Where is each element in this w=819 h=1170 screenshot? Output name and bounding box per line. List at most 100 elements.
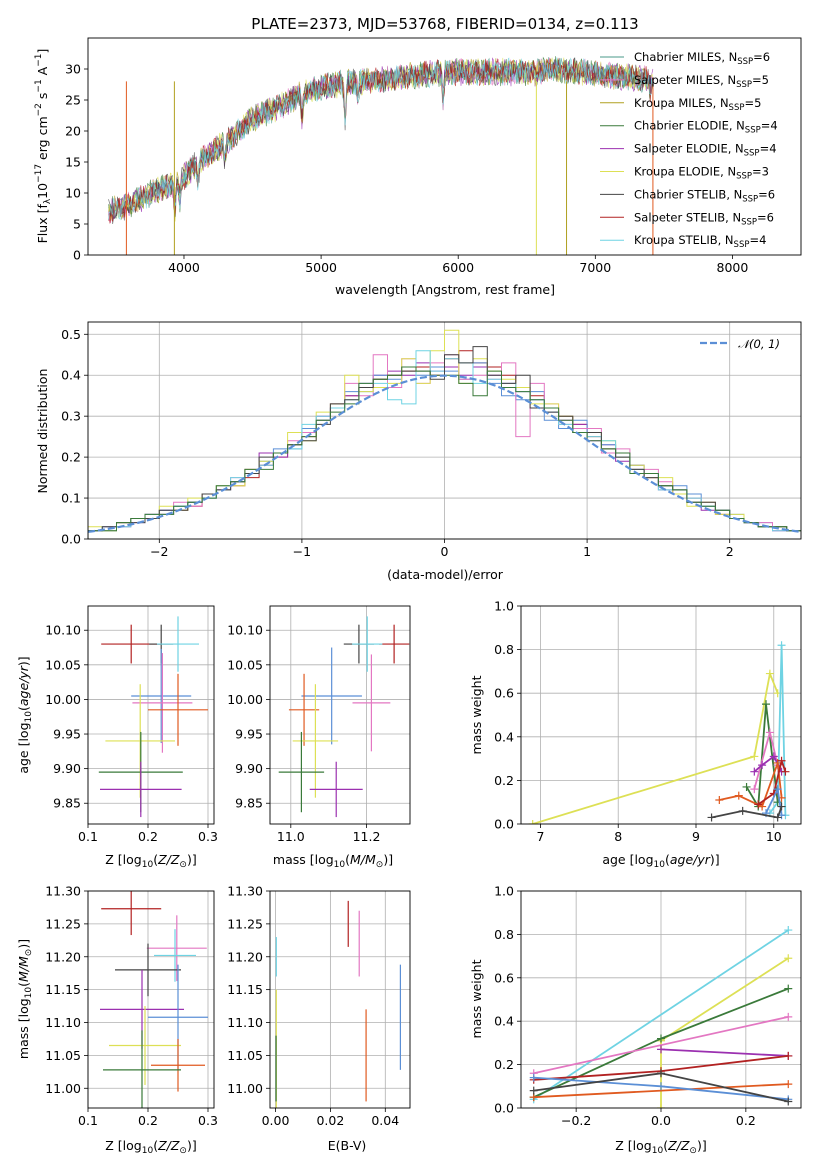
axes-3: 11.0 11.2 9.85 9.90 9.95 10.00 10.05 10.10 xyxy=(227,606,410,844)
axes-frame xyxy=(520,605,802,825)
mass-vs-extinction-panel: E(B-V) 0.00 0.02 0.04 11.00 11.05 11.10 11.15 1… xyxy=(227,884,411,1153)
errorbar-point xyxy=(288,673,320,746)
y-tick-label: 0.0 xyxy=(494,1101,514,1116)
legend-entry: 𝒩(0, 1) xyxy=(738,337,780,351)
spectrum-line xyxy=(108,57,654,225)
x-tick-label: 0.02 xyxy=(316,1113,344,1128)
plus-marker xyxy=(657,1104,665,1108)
y-tick-label: 1.0 xyxy=(494,884,514,899)
plus-marker xyxy=(769,752,778,761)
plus-marker xyxy=(528,820,537,824)
y-tick-label: 11.20 xyxy=(45,949,81,964)
plus-marker xyxy=(773,813,782,822)
mass-weight-series xyxy=(533,1083,789,1099)
y-tick-label: 11.25 xyxy=(45,916,81,931)
plus-marker xyxy=(784,1051,793,1060)
plus-marker xyxy=(734,791,743,800)
residual-histogram-panel: (data-model)/error Normed distribution −… xyxy=(35,321,802,582)
legend-entry: Chabrier ELODIE, NSSP=4 xyxy=(634,119,778,136)
plus-marker xyxy=(715,796,724,805)
x-tick-label: 0.04 xyxy=(371,1113,399,1128)
histogram-steps xyxy=(88,329,801,539)
errorbar-point xyxy=(109,1006,181,1085)
x-tick-label: 0.3 xyxy=(198,829,218,844)
legend-entry: Kroupa STELIB, NSSP=4 xyxy=(634,233,766,250)
axes-frame xyxy=(87,890,215,1109)
mass-weight-series xyxy=(533,929,789,1101)
spectrum-lines xyxy=(108,56,654,255)
mw-z-x-label: Z [log10(Z/Z⊙)] xyxy=(615,1138,706,1156)
x-tick-label: 10 xyxy=(766,829,782,844)
errorbar-point xyxy=(301,647,362,745)
errorbar-point xyxy=(154,929,196,982)
x-tick-label: 9 xyxy=(692,829,700,844)
y-tick-label: 11.05 xyxy=(227,1048,263,1063)
mass-weight-series xyxy=(533,1016,789,1075)
massweight-vs-age-panel: age [log10(age/yr)] mass weight 7 8 9 10 0.0… xyxy=(469,599,802,870)
y-tick-label: 0.4 xyxy=(61,368,81,383)
mass-weight-series xyxy=(769,645,787,816)
axes-1: −2 −1 0 1 2 0.0 0.1 0.2 0.3 0.4 0.5 xyxy=(61,322,801,559)
plus-marker xyxy=(754,800,763,809)
y-tick-label: 10.00 xyxy=(227,692,263,707)
axes-6: 0.00 0.02 0.04 11.00 11.05 11.10 11.15 11.20 11.… xyxy=(227,884,410,1128)
y-tick-label: 11.05 xyxy=(45,1048,81,1063)
errorbar-point xyxy=(148,673,208,746)
errorbars xyxy=(275,900,401,1108)
hist-y-label: Normed distribution xyxy=(35,369,50,494)
errorbar-point xyxy=(352,654,391,752)
age-vs-metallicity-panel: Z [log10(Z/Z⊙)] age [log10(age/yr)] 0.1 0… xyxy=(16,605,218,870)
y-tick-label: 10.10 xyxy=(45,623,81,638)
plus-marker xyxy=(784,954,793,963)
plus-marker xyxy=(707,813,716,822)
age-vs-mass-panel: mass [log10(M/M⊙)] 11.0 11.29.859.909.951… xyxy=(227,605,411,870)
errorbar-point xyxy=(157,616,199,672)
spectrum-line xyxy=(108,56,654,219)
axes-4: 7 8 9 10 0.0 0.2 0.4 0.6 0.8 1.0 xyxy=(494,599,801,844)
plus-marker xyxy=(742,782,751,791)
spectrum-title: PLATE=2373, MJD=53768, FIBERID=0134, z=0… xyxy=(251,15,638,33)
spectrum-line xyxy=(108,57,654,224)
y-tick-label: 9.85 xyxy=(235,796,263,811)
errorbar-point xyxy=(151,1038,205,1092)
y-tick-label: 5 xyxy=(73,217,81,232)
mass-weight-series xyxy=(757,757,787,806)
y-tick-label: 11.10 xyxy=(45,1015,81,1030)
x-tick-label: 5000 xyxy=(305,260,337,275)
errorbar-point xyxy=(278,731,325,813)
plus-marker xyxy=(657,1069,665,1078)
plus-marker xyxy=(657,1082,665,1091)
y-tick-label: 0.0 xyxy=(494,817,514,832)
axes-frame xyxy=(520,890,802,1109)
age-mass-x-label: mass [log10(M/M⊙)] xyxy=(273,852,393,870)
x-tick-label: 0.2 xyxy=(138,1113,158,1128)
age-z-y-label: age [log10(age/yr)] xyxy=(16,656,34,773)
age-z-x-label: Z [log10(Z/Z⊙)] xyxy=(105,852,196,870)
errorbars xyxy=(98,616,208,818)
x-tick-label: −0.2 xyxy=(561,1113,591,1128)
y-tick-label: 11.00 xyxy=(227,1081,263,1096)
mass-weight-lines xyxy=(528,641,790,824)
y-tick-label: 11.30 xyxy=(227,884,263,899)
spectrum-x-label: wavelength [Angstrom, rest frame] xyxy=(335,282,555,297)
y-tick-label: 1.0 xyxy=(494,599,514,614)
y-tick-label: 0.2 xyxy=(494,773,514,788)
errorbar-point xyxy=(352,616,383,672)
plus-marker xyxy=(777,641,786,650)
spectrum-y-label: Flux [fλ10−17 erg cm−2 s−1 A−1] xyxy=(34,49,53,244)
hist-x-label: (data-model)/error xyxy=(387,567,504,582)
legend-entry: Kroupa ELODIE, NSSP=3 xyxy=(634,165,769,182)
errorbar-point xyxy=(103,1030,181,1108)
plus-marker xyxy=(758,761,767,770)
plus-marker xyxy=(657,1045,665,1054)
errorbar-point xyxy=(131,648,192,744)
mass-weight-series xyxy=(532,670,779,824)
errorbar-point xyxy=(292,684,339,798)
y-tick-label: 0.8 xyxy=(494,927,514,942)
y-tick-label: 9.85 xyxy=(53,796,81,811)
mass-weight-series xyxy=(745,703,779,810)
mass-ebv-x-label: E(B-V) xyxy=(328,1138,367,1153)
errorbar-point xyxy=(146,915,207,982)
y-tick-label: 10.05 xyxy=(227,657,263,672)
